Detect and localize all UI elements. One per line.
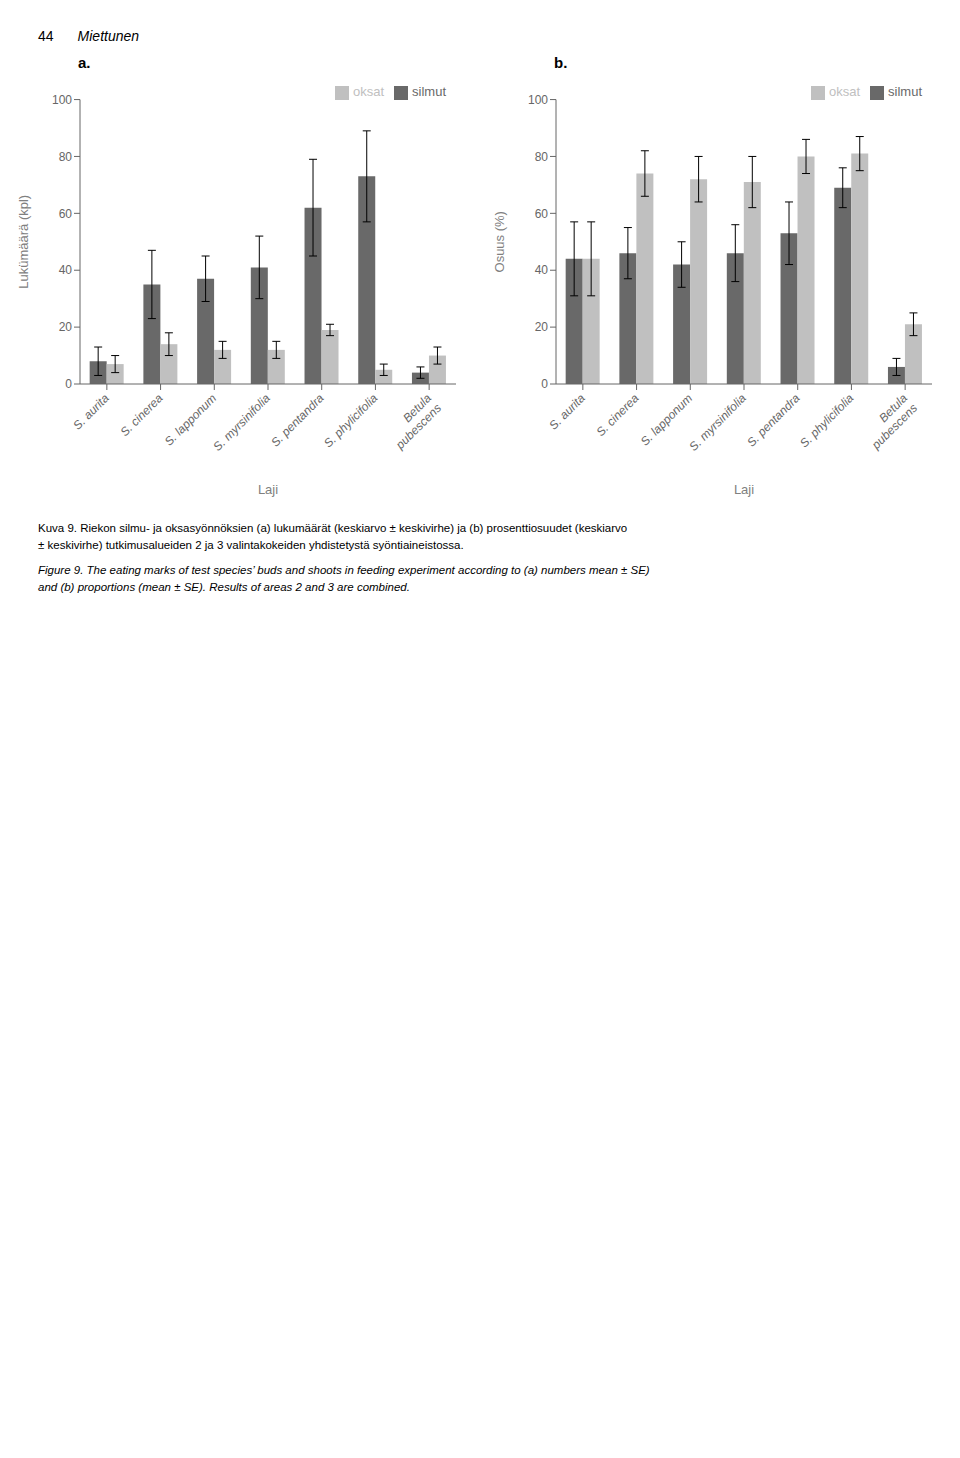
svg-text:20: 20 bbox=[535, 320, 549, 334]
svg-text:S. pentandra: S. pentandra bbox=[268, 391, 327, 450]
svg-text:0: 0 bbox=[541, 377, 548, 391]
svg-text:Laji: Laji bbox=[258, 482, 278, 497]
svg-text:Betulapubescens: Betulapubescens bbox=[382, 391, 444, 453]
svg-text:20: 20 bbox=[59, 320, 73, 334]
html-text:Figure 9. The eating marks of: Figure 9. The eating marks of test speci… bbox=[38, 564, 650, 576]
svg-text:S. lapponum: S. lapponum bbox=[162, 391, 220, 449]
html-text:silmut: silmut bbox=[888, 84, 922, 99]
svg-text:Lukümäärä (kpl): Lukümäärä (kpl) bbox=[16, 195, 31, 289]
svg-text:S. myrsinifolia: S. myrsinifolia bbox=[686, 391, 749, 454]
svg-text:S. phylicifolia: S. phylicifolia bbox=[321, 391, 381, 451]
html-text:silmut: silmut bbox=[412, 84, 446, 99]
svg-text:Laji: Laji bbox=[734, 482, 754, 497]
svg-text:S. lapponum: S. lapponum bbox=[638, 391, 696, 449]
svg-text:Betulapubescens: Betulapubescens bbox=[858, 391, 920, 453]
svg-text:S. aurita: S. aurita bbox=[546, 391, 588, 433]
svg-text:S. myrsinifolia: S. myrsinifolia bbox=[210, 391, 273, 454]
html-text:oksat: oksat bbox=[829, 84, 860, 99]
svg-text:40: 40 bbox=[59, 263, 73, 277]
svg-text:S. aurita: S. aurita bbox=[70, 391, 112, 433]
svg-text:S. phylicifolia: S. phylicifolia bbox=[797, 391, 857, 451]
html-text:and (b) proportions (mean ± SE: and (b) proportions (mean ± SE). Results… bbox=[38, 581, 410, 593]
svg-text:0: 0 bbox=[65, 377, 72, 391]
svg-text:40: 40 bbox=[535, 263, 549, 277]
svg-text:80: 80 bbox=[535, 150, 549, 164]
svg-text:60: 60 bbox=[59, 207, 73, 221]
html-text:Miettunen: Miettunen bbox=[77, 28, 140, 44]
html-text:a.: a. bbox=[78, 54, 91, 71]
html-text:b.: b. bbox=[554, 54, 568, 71]
html-text:± keskivirhe) tutkimusalueiden: ± keskivirhe) tutkimusalueiden 2 ja 3 va… bbox=[38, 539, 464, 551]
svg-text:60: 60 bbox=[535, 207, 549, 221]
svg-text:S. pentandra: S. pentandra bbox=[744, 391, 803, 450]
svg-text:S. cinerea: S. cinerea bbox=[593, 391, 641, 439]
html-text:44: 44 bbox=[38, 28, 54, 44]
svg-text:Osuus (%): Osuus (%) bbox=[492, 211, 507, 272]
svg-text:80: 80 bbox=[59, 150, 73, 164]
svg-text:100: 100 bbox=[528, 93, 548, 107]
svg-text:S. cinerea: S. cinerea bbox=[117, 391, 165, 439]
html-text:oksat: oksat bbox=[353, 84, 384, 99]
html-text:Kuva 9. Riekon silmu- ja oksas: Kuva 9. Riekon silmu- ja oksasyönnöksien… bbox=[38, 522, 628, 534]
svg-text:100: 100 bbox=[52, 93, 72, 107]
